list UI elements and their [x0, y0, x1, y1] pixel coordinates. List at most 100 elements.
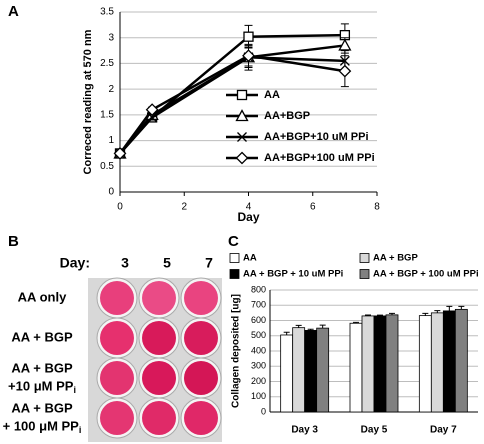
well: [142, 281, 176, 315]
row-label: +10 μM PPi: [8, 378, 76, 395]
y-tick-label: 0.5: [100, 161, 114, 172]
legend-label: AA+BGP+100 uM PPi: [264, 152, 375, 164]
y-tick-label: 100: [251, 391, 266, 401]
well: [184, 361, 218, 395]
day-number: 7: [205, 255, 213, 271]
well: [184, 321, 218, 355]
legend-label: AA+BGP: [264, 110, 310, 122]
y-tick-label: 200: [251, 376, 266, 386]
bar: [316, 327, 330, 413]
y-tick-label: 1: [108, 135, 114, 146]
bar: [361, 315, 375, 413]
y-tick-label: 400: [251, 345, 266, 355]
well: [100, 281, 134, 315]
day-number: 3: [121, 255, 129, 271]
y-tick-label: 0: [261, 406, 266, 416]
data-point: [113, 147, 127, 160]
legend-swatch: [229, 269, 240, 279]
legend-label: AA+BGP+10 uM PPi: [264, 131, 369, 143]
row-label-sub: i: [73, 385, 76, 395]
data-point: [242, 49, 255, 63]
error-bar: [458, 305, 465, 310]
x-tick-label: 8: [374, 202, 380, 213]
legend-marker: [235, 151, 249, 165]
well: [100, 321, 134, 355]
series-line: [118, 54, 346, 155]
well: [100, 401, 134, 435]
bar: [442, 310, 456, 413]
well: [100, 361, 134, 395]
well: [142, 401, 176, 435]
y-tick-label: 700: [251, 300, 266, 310]
error-bar: [307, 328, 314, 331]
legend-marker: [237, 132, 247, 142]
panel-label: A: [8, 3, 19, 20]
y-tick-label: 1.5: [100, 109, 114, 120]
bar: [454, 308, 468, 413]
bar: [418, 315, 432, 413]
y-axis-label: Correced reading at 570 nm: [82, 29, 94, 174]
y-tick-label: 500: [251, 330, 266, 340]
panel-label: C: [228, 233, 239, 250]
well: [142, 361, 176, 395]
bar: [304, 330, 318, 413]
legend-marker: [236, 89, 248, 101]
x-tick-label: Day 7: [430, 425, 457, 436]
data-point: [338, 38, 352, 51]
bar: [292, 327, 306, 413]
legend-swatch: [229, 253, 240, 263]
error-bar: [365, 314, 371, 316]
bar: [280, 334, 294, 413]
row-label: + 100 μM PPi: [3, 418, 82, 435]
legend-marker: [235, 109, 249, 122]
legend-swatch: [359, 253, 370, 263]
error-bar: [377, 314, 383, 316]
day-label: Day:: [60, 255, 90, 271]
row-label-sub: i: [79, 425, 82, 435]
bar: [430, 312, 444, 413]
x-tick-label: 6: [310, 202, 316, 213]
row-label: AA only: [18, 289, 67, 304]
x-axis-label: Day: [237, 210, 259, 224]
well: [184, 281, 218, 315]
data-point: [338, 64, 352, 78]
error-bar: [446, 305, 453, 311]
x-tick-label: 0: [117, 202, 123, 213]
legend-label: AA + BGP: [373, 253, 418, 264]
legend-label: AA: [243, 253, 257, 264]
series-line: [119, 55, 345, 155]
legend-swatch: [359, 269, 370, 279]
y-tick-label: 600: [251, 315, 266, 325]
data-point: [145, 103, 159, 117]
panel-label: B: [8, 233, 19, 250]
y-axis-label: Collagen deposited [ug]: [231, 294, 242, 408]
bar: [373, 315, 387, 413]
y-tick-label: 800: [251, 284, 266, 294]
x-tick-label: 4: [246, 202, 252, 213]
y-tick-label: 300: [251, 361, 266, 371]
legend-label: AA + BGP + 10 uM PPi: [243, 269, 343, 280]
well: [142, 321, 176, 355]
data-point: [243, 31, 254, 42]
y-tick-label: 3: [108, 32, 114, 43]
row-label: AA + BGP: [11, 329, 73, 344]
error-bar: [295, 324, 302, 328]
y-tick-label: 2.5: [100, 58, 114, 69]
row-label: AA + BGP: [11, 400, 73, 415]
row-label: AA + BGP: [11, 360, 73, 375]
x-tick-label: 2: [181, 202, 187, 213]
error-bar: [319, 324, 326, 329]
x-tick-label: Day 5: [361, 425, 388, 436]
legend-label: AA + BGP + 100 uM PPi: [373, 269, 479, 280]
error-bar: [422, 312, 429, 316]
error-bar: [283, 331, 290, 335]
y-tick-label: 0: [108, 187, 114, 198]
error-bar: [434, 310, 441, 313]
y-tick-label: 3.5: [100, 7, 114, 18]
day-number: 5: [163, 255, 171, 271]
error-bar: [353, 321, 359, 324]
well: [184, 401, 218, 435]
bar: [385, 314, 399, 413]
y-tick-label: 2: [108, 84, 114, 95]
